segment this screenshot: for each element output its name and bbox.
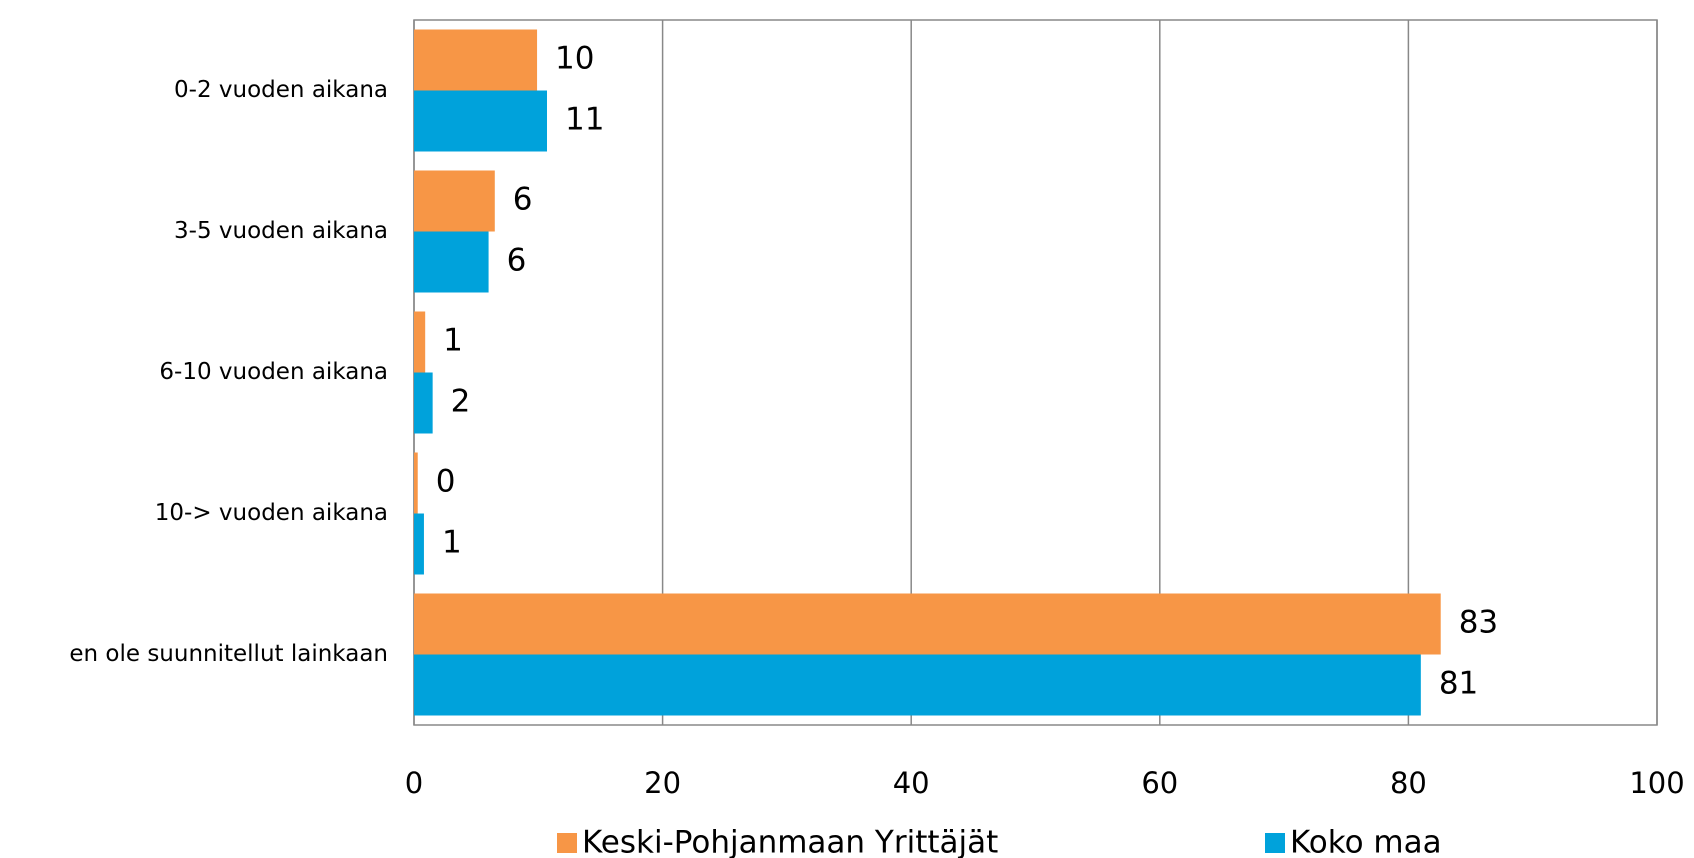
bar (414, 372, 433, 434)
bar (414, 231, 489, 293)
data-label: 81 (1439, 666, 1478, 702)
x-tick-label: 80 (1390, 766, 1427, 800)
bar (414, 654, 1421, 716)
data-label: 1 (443, 323, 463, 359)
data-label: 6 (513, 182, 533, 218)
data-label: 6 (507, 243, 527, 279)
x-tick-label: 60 (1141, 766, 1178, 800)
bar (414, 513, 424, 575)
x-tick-label: 0 (405, 766, 423, 800)
legend-swatch (1265, 833, 1285, 853)
x-tick-label: 20 (644, 766, 681, 800)
x-tick-label: 40 (893, 766, 930, 800)
data-label: 10 (555, 41, 594, 77)
data-label: 2 (451, 384, 471, 420)
bar (414, 90, 548, 152)
legend-label: Keski-Pohjanmaan Yrittäjät (582, 825, 998, 858)
y-tick-label: en ole suunnitellut lainkaan (69, 641, 388, 667)
bar (414, 311, 426, 373)
data-label: 0 (436, 464, 456, 500)
bar (414, 29, 538, 91)
data-label: 1 (442, 525, 462, 561)
y-tick-label: 6-10 vuoden aikana (159, 359, 388, 385)
x-tick-label: 100 (1629, 766, 1684, 800)
y-tick-label: 10-> vuoden aikana (155, 500, 388, 526)
bar (414, 170, 495, 232)
y-tick-label: 3-5 vuoden aikana (174, 218, 388, 244)
bar (414, 593, 1441, 655)
data-label: 11 (565, 102, 604, 138)
legend-label: Koko maa (1290, 825, 1442, 858)
legend-swatch (557, 833, 577, 853)
bar (414, 452, 418, 514)
data-label: 83 (1459, 605, 1498, 641)
y-tick-label: 0-2 vuoden aikana (174, 77, 388, 103)
